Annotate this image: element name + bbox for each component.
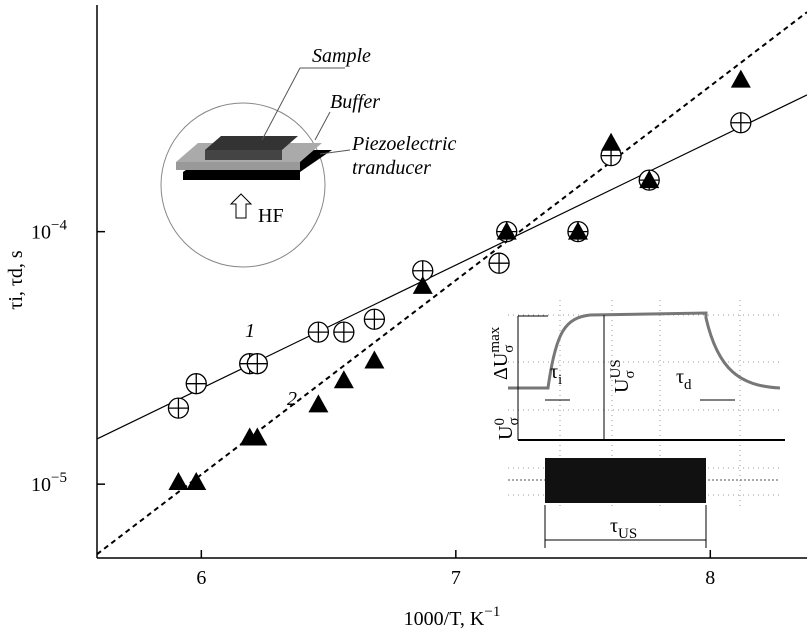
- marker-triangle: [567, 221, 588, 240]
- series-label: 2: [287, 388, 297, 410]
- marker-triangle: [496, 221, 517, 240]
- fit-line: [97, 94, 807, 440]
- annotation-main: U: [611, 378, 633, 393]
- annotation: tranducer: [352, 157, 431, 179]
- marker-triangle: [333, 370, 354, 389]
- data-point: [730, 112, 752, 134]
- annotation-sub: σ: [506, 417, 522, 425]
- x-tick-label: 7: [451, 567, 461, 589]
- marker-plus: [364, 309, 385, 330]
- data-point: [488, 252, 510, 274]
- data-point: [246, 353, 268, 375]
- fit-line: [97, 11, 807, 555]
- marker-triangle: [601, 132, 622, 151]
- annotation-main: tranducer: [352, 157, 431, 179]
- marker-triangle: [730, 69, 751, 88]
- annotation: τUS: [610, 515, 637, 542]
- annotation-sup: max: [487, 326, 503, 352]
- sample-sketch: [160, 67, 351, 268]
- marker-triangle: [168, 471, 189, 490]
- annotation-main: τ: [550, 361, 558, 383]
- data-point: [186, 471, 207, 490]
- y-axis-label: τi, τd, s: [5, 250, 27, 310]
- data-point: [730, 69, 751, 88]
- marker-plus: [308, 322, 329, 343]
- x-axis-label-sup: −1: [484, 604, 500, 620]
- annotation-sub: σ: [622, 370, 638, 378]
- data-point: [363, 308, 386, 330]
- annotation: UσUS: [608, 359, 638, 393]
- annotation-main: Buffer: [330, 91, 380, 113]
- data-point: [247, 427, 268, 446]
- annotation-main: ΔU: [490, 352, 512, 380]
- marker-triangle: [412, 275, 433, 294]
- x-tick-label: 8: [705, 567, 715, 589]
- annotation-main: HF: [258, 205, 284, 227]
- y-tick-label-sup: −5: [51, 470, 67, 486]
- annotation-sub: US: [618, 526, 637, 542]
- x-axis-label-main: 1000/T, K: [404, 608, 485, 630]
- marker-plus: [333, 322, 354, 343]
- marker-plus: [489, 253, 510, 274]
- marker-triangle: [639, 170, 660, 189]
- data-point: [168, 471, 189, 490]
- data-point: [333, 370, 354, 389]
- annotation: Piezoelectric: [351, 133, 457, 155]
- data-point: [307, 321, 330, 343]
- data-point: [308, 394, 329, 413]
- data-point: [639, 170, 660, 189]
- data-point: [364, 350, 385, 369]
- annotation: Buffer: [330, 91, 380, 113]
- x-axis-label: 1000/T, K−1: [404, 604, 501, 630]
- data-point: [167, 397, 190, 419]
- marker-triangle: [308, 394, 329, 413]
- data-point: [496, 221, 517, 240]
- marker-triangle: [247, 427, 268, 446]
- annotation-main: τ: [676, 366, 684, 388]
- marker-plus: [730, 112, 751, 133]
- annotation-sub: i: [558, 372, 562, 388]
- annotation-main: τ: [610, 515, 618, 537]
- annotation-sup: 0: [492, 418, 508, 426]
- marker-plus: [186, 373, 207, 394]
- annotation: Sample: [312, 45, 371, 67]
- annotation-main: U: [495, 425, 517, 440]
- data-point: [333, 321, 355, 343]
- annotation: τi: [550, 361, 562, 388]
- annotation-main: Piezoelectric: [351, 133, 457, 155]
- waveform-sketch: [508, 300, 785, 548]
- series-label: 1: [245, 320, 255, 342]
- data-point: [601, 132, 622, 151]
- y-tick-label: 10−4: [31, 218, 67, 244]
- annotation-sup: US: [608, 359, 624, 378]
- data-point: [567, 221, 588, 240]
- annotation: ΔUσmax: [487, 326, 517, 380]
- annotation-main: Sample: [312, 45, 371, 67]
- y-tick-label-main: 10: [31, 222, 51, 244]
- annotation-sub: σ: [501, 345, 517, 353]
- y-tick-label: 10−5: [31, 470, 67, 496]
- marker-plus: [247, 353, 268, 374]
- annotation: τd: [676, 366, 692, 393]
- annotation: HF: [258, 205, 284, 227]
- marker-triangle: [186, 471, 207, 490]
- data-point: [412, 260, 434, 282]
- y-tick-label-main: 10: [31, 474, 51, 496]
- y-tick-label-sup: −4: [51, 218, 67, 234]
- marker-plus: [168, 398, 189, 419]
- marker-triangle: [364, 350, 385, 369]
- data-point: [412, 275, 433, 294]
- annotation-sub: d: [684, 377, 692, 393]
- annotation: Uσ0: [492, 417, 522, 440]
- data-point: [185, 373, 207, 395]
- plot-area: [97, 11, 807, 555]
- x-tick-label: 6: [196, 567, 206, 589]
